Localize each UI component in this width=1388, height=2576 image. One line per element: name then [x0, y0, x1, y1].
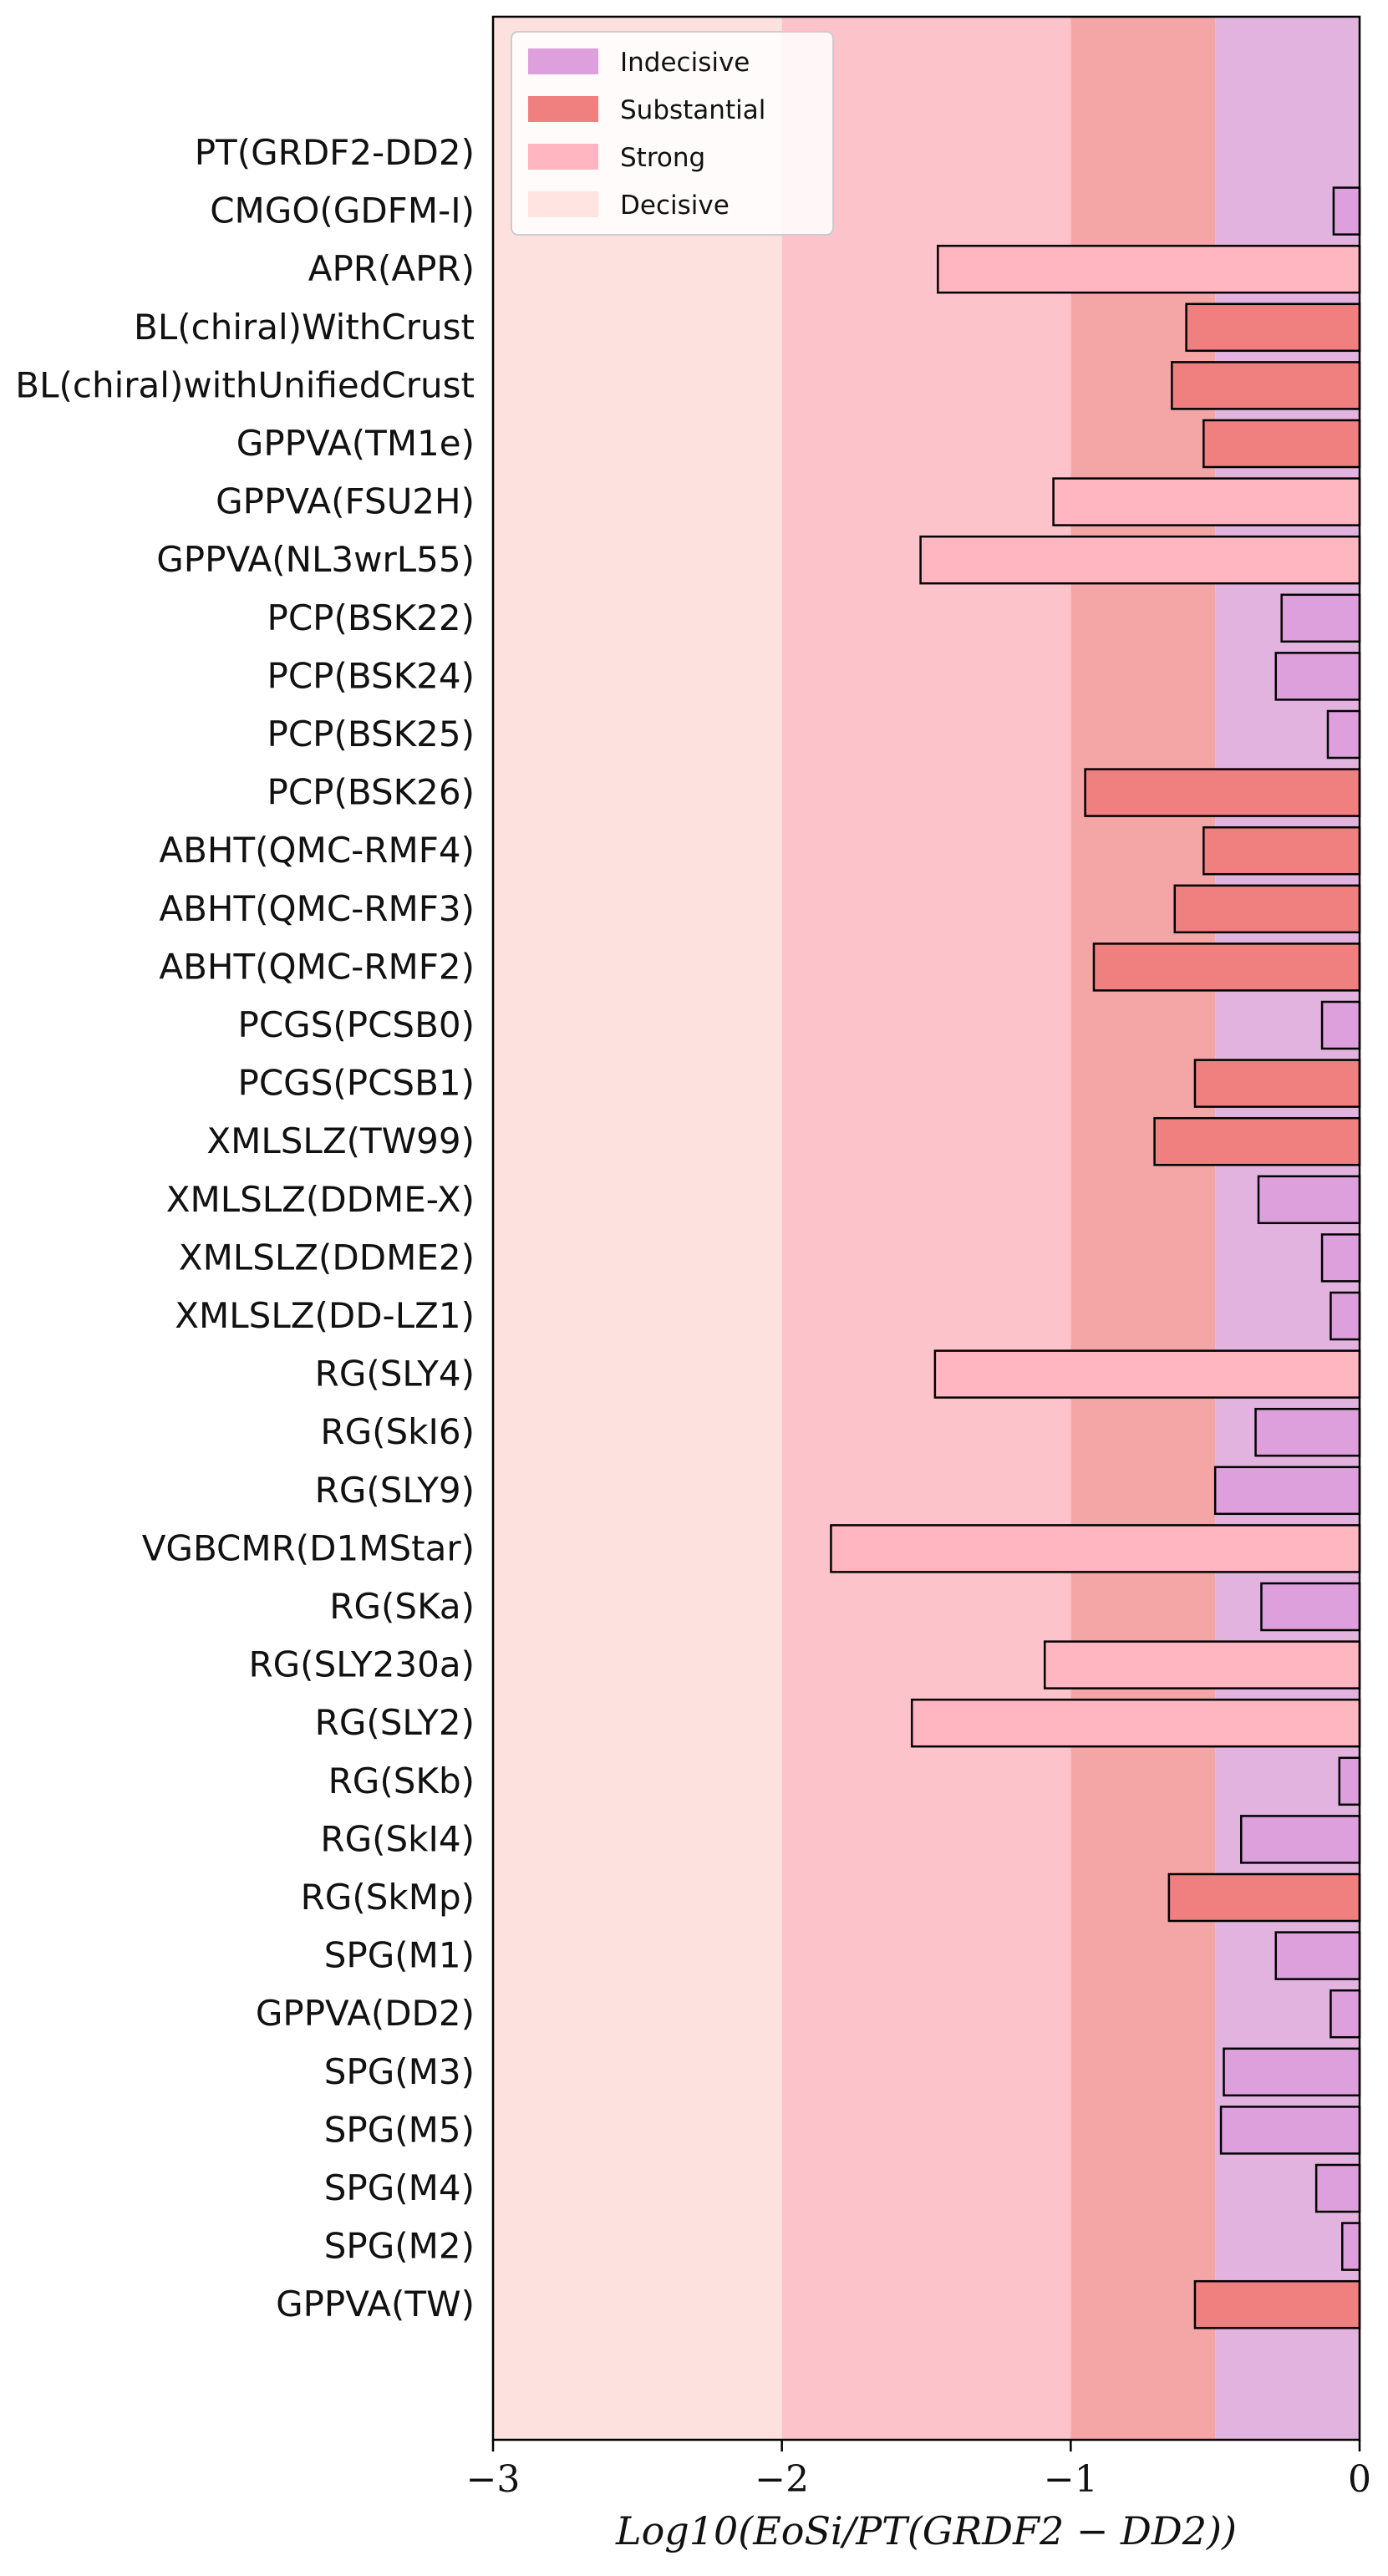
legend-box: [511, 31, 834, 236]
category-label: SPG(M3): [324, 2051, 475, 2092]
category-label: XMLSLZ(DD-LZ1): [175, 1295, 475, 1336]
category-label: XMLSLZ(DDME-X): [166, 1179, 475, 1220]
bar-PCP(BSK24): [1274, 652, 1361, 701]
bar-XMLSLZ(DDME-X): [1257, 1175, 1361, 1225]
category-label: PCGS(PCSB1): [238, 1063, 475, 1104]
category-label: PT(GRDF2-DD2): [195, 132, 475, 173]
category-label: RG(SKb): [328, 1761, 475, 1801]
category-label: VGBCMR(D1MStar): [142, 1527, 475, 1568]
x-tick-label: −3: [466, 2458, 521, 2501]
bar-PCP(BSK26): [1084, 768, 1361, 817]
category-label: ABHT(QMC-RMF4): [159, 830, 475, 871]
category-label: RG(SLY4): [315, 1354, 475, 1395]
x-tick-label: −1: [1044, 2458, 1098, 2501]
category-label: RG(SLY230a): [248, 1644, 475, 1685]
bar-PCGS(PCSB1): [1193, 1059, 1361, 1108]
category-label: RG(SKa): [329, 1586, 475, 1627]
bar-RG(SkMp): [1167, 1872, 1361, 1923]
legend-swatch-indecisive: [528, 48, 598, 74]
region-strong: [781, 17, 1071, 2440]
bar-ABHT(QMC-RMF2): [1092, 943, 1361, 992]
category-label: PCP(BSK24): [267, 655, 475, 696]
region-decisive: [493, 17, 782, 2440]
bar-APR(APR): [937, 244, 1361, 294]
legend-label-strong: Strong: [620, 143, 705, 173]
category-label: SPG(M4): [324, 2167, 475, 2208]
x-tick-label: −2: [755, 2458, 809, 2501]
bar-RG(SkI6): [1254, 1407, 1361, 1457]
category-label: ABHT(QMC-RMF3): [159, 888, 475, 929]
category-label: SPG(M5): [324, 2109, 475, 2150]
category-label: GPPVA(DD2): [256, 1993, 475, 2034]
category-label: BL(chiral)withUnifiedCrust: [15, 364, 475, 405]
category-label: ABHT(QMC-RMF2): [159, 946, 475, 987]
bar-PCGS(PCSB0): [1320, 1000, 1361, 1050]
category-label: BL(chiral)WithCrust: [134, 307, 475, 348]
legend: Indecisive Substantial Strong Decisive: [511, 31, 834, 236]
plot-frame: [491, 15, 1361, 2441]
legend-label-indecisive: Indecisive: [620, 48, 750, 78]
category-label: RG(SLY2): [315, 1702, 475, 1743]
legend-label-decisive: Decisive: [620, 191, 730, 221]
category-label: APR(APR): [308, 248, 475, 289]
category-label: PCP(BSK22): [267, 597, 475, 638]
category-label: GPPVA(FSU2H): [216, 481, 475, 522]
category-label: PCGS(PCSB0): [238, 1004, 475, 1045]
category-label: GPPVA(TM1e): [236, 423, 475, 464]
bar-RG(SLY9): [1213, 1466, 1361, 1516]
bar-ABHT(QMC-RMF3): [1173, 884, 1361, 934]
bar-RG(SLY2): [910, 1698, 1361, 1748]
category-label: XMLSLZ(DDME2): [179, 1237, 475, 1278]
bar-XMLSLZ(DD-LZ1): [1330, 1291, 1361, 1341]
category-label: RG(SLY9): [315, 1470, 475, 1511]
category-label: GPPVA(NL3wrL55): [156, 539, 475, 580]
legend-swatch-decisive: [528, 191, 598, 217]
bars: [830, 186, 1361, 2330]
bar-VGBCMR(D1MStar): [830, 1524, 1361, 1573]
category-label: SPG(M2): [324, 2226, 475, 2267]
bar-ABHT(QMC-RMF4): [1202, 826, 1361, 876]
category-label: RG(SkI6): [320, 1411, 475, 1452]
x-ticks: −3 −2 −1 0: [466, 2440, 1371, 2501]
bar-RG(SkI4): [1240, 1815, 1361, 1864]
bar-SPG(M3): [1223, 2047, 1361, 2097]
category-label: CMGO(GDFM-I): [210, 191, 475, 231]
bar-PCP(BSK22): [1280, 593, 1361, 643]
bar-RG(SKa): [1260, 1582, 1361, 1632]
category-label: RG(SkMp): [301, 1877, 475, 1918]
bar-GPPVA(FSU2H): [1052, 477, 1361, 526]
bar-BL(chiral)withUnifiedCrust: [1171, 361, 1361, 410]
category-label: PCP(BSK25): [267, 714, 475, 755]
region-substantial: [1070, 17, 1216, 2440]
bar-CMGO(GDFM-I): [1332, 186, 1361, 236]
category-label: XMLSLZ(TW99): [206, 1120, 475, 1161]
category-labels: PT(GRDF2-DD2) CMGO(GDFM-I) APR(APR) BL(chir…: [15, 132, 475, 2324]
bar-GPPVA(NL3wrL55): [919, 535, 1361, 585]
category-label: SPG(M1): [324, 1935, 475, 1976]
category-label: GPPVA(TW): [276, 2284, 475, 2324]
legend-label-substantial: Substantial: [620, 95, 765, 125]
x-tick-label: 0: [1348, 2458, 1371, 2501]
bar-SPG(M4): [1314, 2163, 1361, 2213]
bar-BL(chiral)WithCrust: [1185, 302, 1361, 353]
bar-RG(SLY230a): [1043, 1640, 1361, 1689]
bar-SPG(M2): [1341, 2222, 1361, 2271]
bar-XMLSLZ(TW99): [1153, 1116, 1361, 1166]
legend-swatch-strong: [528, 144, 598, 170]
bar-RG(SKb): [1338, 1756, 1361, 1806]
category-label: RG(SkI4): [320, 1818, 475, 1859]
bar-RG(SLY4): [933, 1349, 1361, 1399]
bar-GPPVA(TM1e): [1202, 419, 1361, 469]
bar-SPG(M5): [1219, 2106, 1361, 2155]
bar-GPPVA(TW): [1193, 2279, 1361, 2330]
bar-PCP(BSK25): [1326, 709, 1361, 760]
bar-SPG(M1): [1274, 1931, 1361, 1980]
bar-GPPVA(DD2): [1330, 1989, 1361, 2039]
legend-swatch-substantial: [528, 96, 598, 122]
bar-XMLSLZ(DDME2): [1320, 1233, 1361, 1283]
category-label: PCP(BSK26): [267, 772, 475, 813]
x-axis-title: Log10(EoSi/PT(GRDF2 − DD2)): [615, 2508, 1237, 2553]
